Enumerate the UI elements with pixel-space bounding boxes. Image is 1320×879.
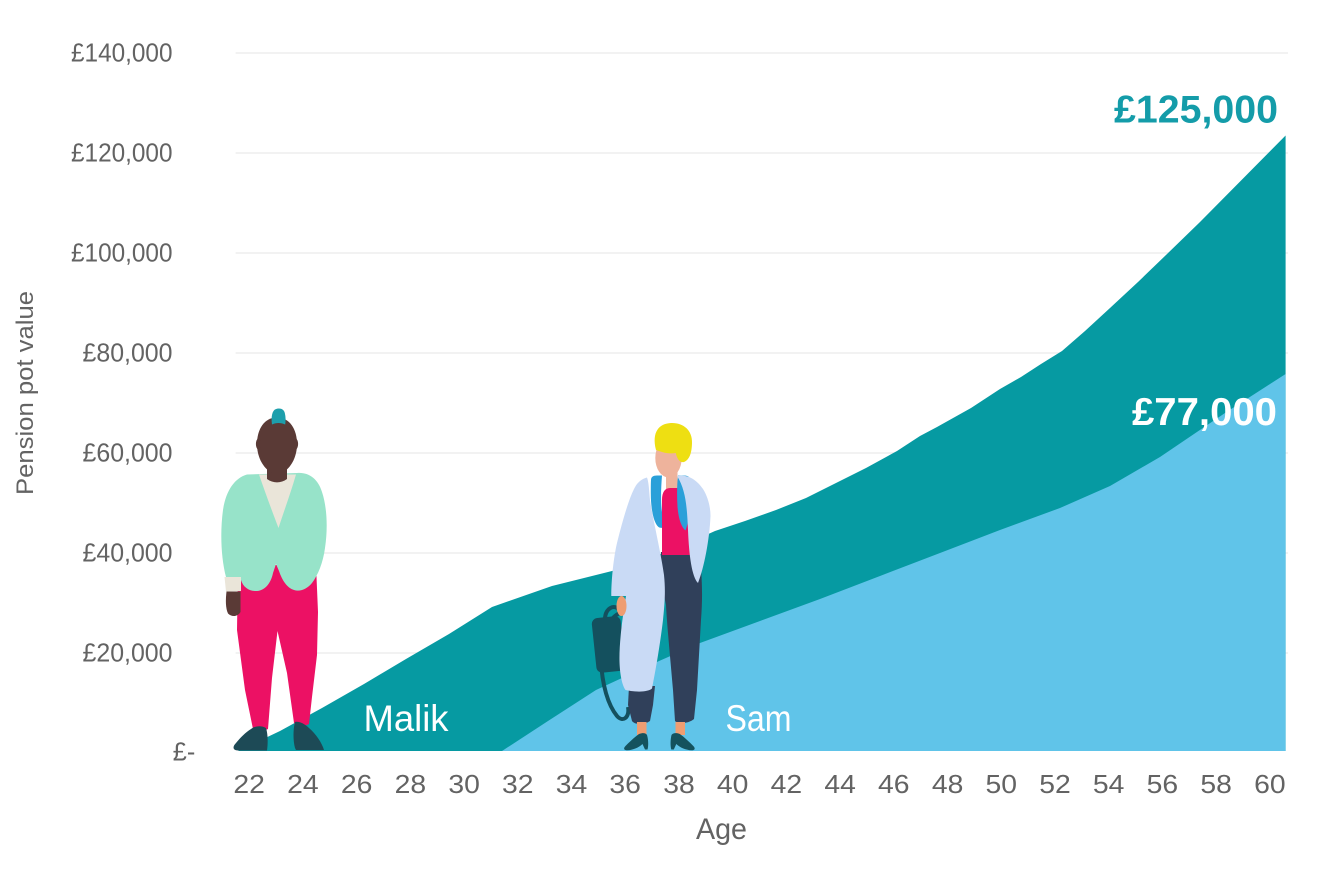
svg-text:28: 28 <box>395 769 427 799</box>
svg-text:Pension pot value: Pension pot value <box>12 291 39 495</box>
svg-text:60: 60 <box>1254 769 1286 799</box>
svg-text:£20,000: £20,000 <box>83 638 173 668</box>
svg-text:24: 24 <box>287 769 319 799</box>
svg-text:34: 34 <box>556 769 588 799</box>
svg-text:58: 58 <box>1200 769 1232 799</box>
svg-text:22: 22 <box>233 769 265 799</box>
svg-text:38: 38 <box>663 769 695 799</box>
svg-text:Malik: Malik <box>364 698 449 739</box>
svg-text:£125,000: £125,000 <box>1114 89 1278 132</box>
svg-text:50: 50 <box>986 769 1018 799</box>
svg-text:£-: £- <box>173 737 196 767</box>
svg-text:46: 46 <box>878 769 910 799</box>
svg-text:52: 52 <box>1039 769 1071 799</box>
svg-text:£120,000: £120,000 <box>71 138 173 168</box>
svg-text:44: 44 <box>824 769 856 799</box>
svg-text:£60,000: £60,000 <box>83 438 173 468</box>
svg-text:£100,000: £100,000 <box>71 238 173 268</box>
svg-text:54: 54 <box>1093 769 1125 799</box>
svg-text:32: 32 <box>502 769 534 799</box>
svg-text:36: 36 <box>609 769 641 799</box>
svg-text:26: 26 <box>341 769 373 799</box>
svg-text:40: 40 <box>717 769 749 799</box>
svg-text:42: 42 <box>771 769 803 799</box>
svg-text:48: 48 <box>932 769 964 799</box>
svg-text:30: 30 <box>448 769 480 799</box>
svg-text:£140,000: £140,000 <box>71 38 173 68</box>
svg-text:Sam: Sam <box>726 698 792 739</box>
svg-text:£80,000: £80,000 <box>83 338 173 368</box>
svg-text:£40,000: £40,000 <box>83 538 173 568</box>
svg-text:£77,000: £77,000 <box>1132 391 1277 434</box>
svg-text:56: 56 <box>1147 769 1179 799</box>
svg-text:Age: Age <box>696 813 747 846</box>
